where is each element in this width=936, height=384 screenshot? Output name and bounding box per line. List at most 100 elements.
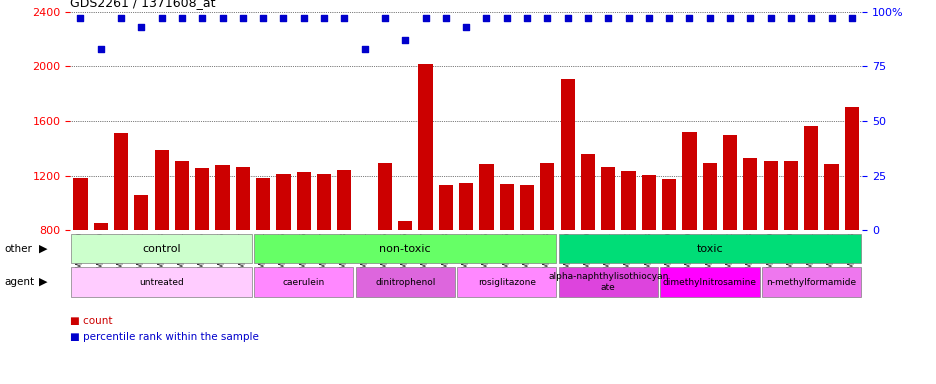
Point [459,24,473,30]
Point [762,15,777,21]
Bar [763,161,777,230]
Point [519,15,534,21]
Point [73,15,88,21]
Bar [276,174,290,230]
Text: non-toxic: non-toxic [379,243,431,254]
Bar [540,163,554,230]
Bar [337,170,351,230]
Point [113,15,128,21]
Point [316,15,331,21]
Text: GDS2261 / 1371608_at: GDS2261 / 1371608_at [70,0,215,9]
Bar [94,223,108,230]
Bar [519,185,534,230]
Point [621,15,636,21]
Point [256,15,271,21]
Bar [723,135,737,230]
Point [174,15,189,21]
Point [214,15,230,21]
Point [681,15,696,21]
Point [702,15,717,21]
Point [478,15,493,21]
Point [296,15,311,21]
Bar [316,174,330,230]
Bar [558,267,657,297]
Text: n-methylformamide: n-methylformamide [766,278,856,286]
Bar [195,168,209,230]
Bar [398,221,412,230]
Bar [659,267,759,297]
Point [337,15,352,21]
Point [134,24,149,30]
Point [357,46,372,52]
Point [640,15,655,21]
Point [539,15,554,21]
Bar [803,126,817,230]
Bar [154,151,168,230]
Bar [844,107,858,230]
Bar [254,234,556,263]
Point [195,15,210,21]
Bar [418,63,432,230]
Text: dinitrophenol: dinitrophenol [374,278,435,286]
Bar [254,267,353,297]
Point [824,15,839,21]
Point [438,15,453,21]
Text: other: other [5,243,33,254]
Bar [236,167,250,230]
Bar [297,172,311,230]
Bar [761,267,860,297]
Text: ■ percentile rank within the sample: ■ percentile rank within the sample [70,332,259,342]
Point [499,15,514,21]
Bar [662,179,676,230]
Bar [377,163,391,230]
Bar [355,267,455,297]
Bar [580,154,594,230]
Bar [824,164,838,230]
Text: dimethylnitrosamine: dimethylnitrosamine [662,278,756,286]
Point [235,15,250,21]
Bar [73,178,87,230]
Point [94,46,108,52]
Point [377,15,392,21]
Bar [702,163,716,230]
Bar [71,267,252,297]
Bar [601,167,615,230]
Bar [499,184,513,230]
Point [600,15,615,21]
Bar [621,171,635,230]
Text: untreated: untreated [139,278,183,286]
Point [275,15,290,21]
Text: ▶: ▶ [39,277,48,287]
Bar [71,234,252,263]
Bar [114,133,128,230]
Text: toxic: toxic [695,243,723,254]
Text: agent: agent [5,277,35,287]
Text: ■ count: ■ count [70,316,112,326]
Bar [641,175,655,230]
Bar [438,185,452,230]
Bar [558,234,860,263]
Bar [742,158,756,230]
Bar [134,195,148,230]
Bar [479,164,493,230]
Text: rosiglitazone: rosiglitazone [477,278,535,286]
Point [417,15,432,21]
Point [661,15,676,21]
Bar [256,179,270,230]
Point [782,15,797,21]
Text: caerulein: caerulein [283,278,325,286]
Bar [457,267,556,297]
Point [843,15,858,21]
Point [154,15,169,21]
Bar [681,132,695,230]
Point [560,15,575,21]
Bar [215,165,229,230]
Text: ▶: ▶ [39,243,48,254]
Text: control: control [142,243,181,254]
Point [722,15,737,21]
Point [742,15,757,21]
Bar [459,183,473,230]
Point [580,15,595,21]
Bar [783,161,797,230]
Bar [175,161,189,230]
